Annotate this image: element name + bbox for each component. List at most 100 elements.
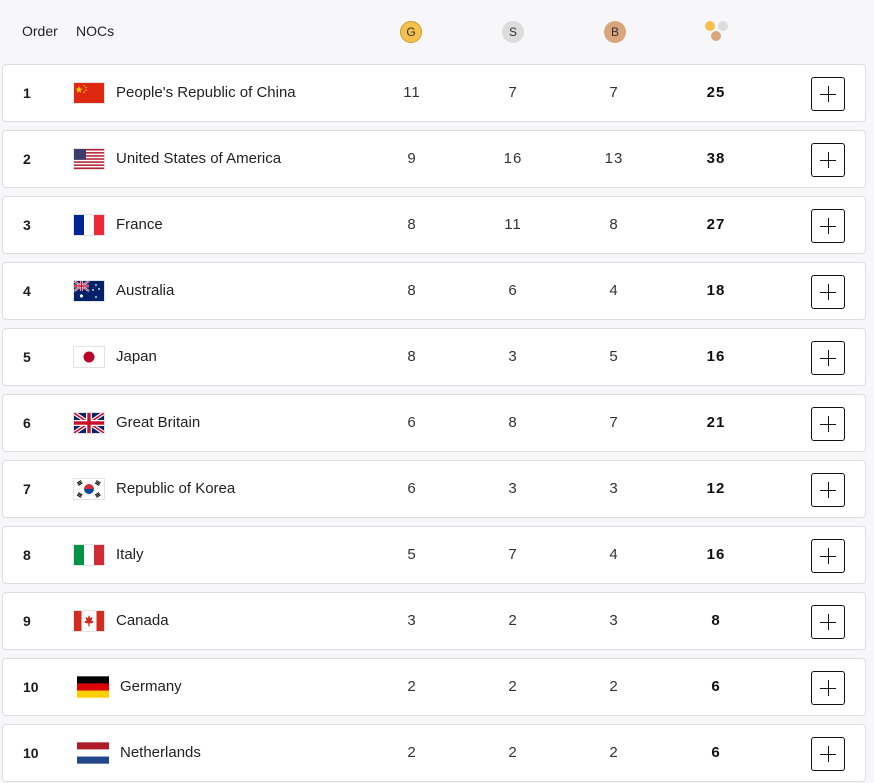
rank: 1 bbox=[23, 85, 31, 101]
france-flag-icon bbox=[73, 214, 105, 236]
table-row[interactable]: 6 Great Britain 6 8 7 21 bbox=[2, 394, 866, 452]
expand-row-button[interactable] bbox=[811, 275, 845, 309]
table-row[interactable]: 7 Republic of Korea 6 3 3 12 bbox=[2, 460, 866, 518]
gold-count: 11 bbox=[403, 84, 421, 101]
expand-row-button[interactable] bbox=[811, 671, 845, 705]
rank: 2 bbox=[23, 151, 31, 167]
total-count: 16 bbox=[706, 546, 726, 563]
country-name[interactable]: People's Republic of China bbox=[116, 84, 296, 101]
bronze-count: 13 bbox=[604, 150, 624, 167]
table-row[interactable]: 1 People's Republic of China 11 7 7 25 bbox=[2, 64, 866, 122]
total-count: 21 bbox=[706, 414, 726, 431]
bronze-count: 3 bbox=[609, 612, 619, 629]
table-row[interactable]: 8 Italy 5 7 4 16 bbox=[2, 526, 866, 584]
silver-count: 16 bbox=[503, 150, 523, 167]
bronze-count: 7 bbox=[609, 84, 619, 101]
nocs-column-header[interactable]: NOCs bbox=[76, 23, 115, 39]
total-count: 16 bbox=[706, 348, 726, 365]
bronze-count: 2 bbox=[609, 744, 619, 761]
silver-count: 2 bbox=[508, 744, 518, 761]
expand-row-button[interactable] bbox=[811, 737, 845, 771]
rank: 10 bbox=[23, 679, 39, 695]
expand-row-button[interactable] bbox=[811, 209, 845, 243]
country-name[interactable]: Great Britain bbox=[116, 414, 201, 431]
country-name[interactable]: Japan bbox=[116, 348, 157, 365]
silver-count: 2 bbox=[508, 612, 518, 629]
rank: 8 bbox=[23, 547, 31, 563]
china-flag-icon bbox=[73, 82, 105, 104]
country-name[interactable]: United States of America bbox=[116, 150, 282, 167]
rank: 3 bbox=[23, 217, 31, 233]
country-name[interactable]: Italy bbox=[116, 546, 144, 563]
table-row[interactable]: 10 Germany 2 2 2 6 bbox=[2, 658, 866, 716]
country-name[interactable]: Australia bbox=[116, 282, 175, 299]
total-count: 18 bbox=[706, 282, 726, 299]
table-row[interactable]: 4 Australia 8 6 4 18 bbox=[2, 262, 866, 320]
rank: 6 bbox=[23, 415, 31, 431]
total-count: 25 bbox=[706, 84, 726, 101]
bronze-count: 5 bbox=[609, 348, 619, 365]
bronze-count: 7 bbox=[609, 414, 619, 431]
expand-row-button[interactable] bbox=[811, 77, 845, 111]
bronze-count: 8 bbox=[609, 216, 619, 233]
bronze-count: 3 bbox=[609, 480, 619, 497]
gold-count: 6 bbox=[407, 480, 417, 497]
gold-count: 6 bbox=[407, 414, 417, 431]
silver-count: 3 bbox=[508, 480, 518, 497]
bronze-count: 2 bbox=[609, 678, 619, 695]
gold-medal-icon[interactable]: G bbox=[400, 21, 422, 43]
gold-count: 2 bbox=[407, 744, 417, 761]
silver-count: 11 bbox=[504, 216, 522, 233]
canada-flag-icon bbox=[73, 610, 105, 632]
table-row[interactable]: 2 United States of America 9 16 13 38 bbox=[2, 130, 866, 188]
korea-flag-icon bbox=[73, 478, 105, 500]
expand-row-button[interactable] bbox=[811, 341, 845, 375]
total-count: 8 bbox=[711, 612, 721, 629]
rank: 7 bbox=[23, 481, 31, 497]
medals-total-icon[interactable] bbox=[704, 20, 730, 44]
gold-count: 5 bbox=[407, 546, 417, 563]
expand-row-button[interactable] bbox=[811, 605, 845, 639]
silver-count: 2 bbox=[508, 678, 518, 695]
silver-medal-icon[interactable]: S bbox=[502, 21, 524, 43]
silver-count: 3 bbox=[508, 348, 518, 365]
silver-count: 8 bbox=[508, 414, 518, 431]
table-row[interactable]: 3 France 8 11 8 27 bbox=[2, 196, 866, 254]
rank: 4 bbox=[23, 283, 31, 299]
australia-flag-icon bbox=[73, 280, 105, 302]
bronze-count: 4 bbox=[609, 546, 619, 563]
usa-flag-icon bbox=[73, 148, 105, 170]
country-name[interactable]: France bbox=[116, 216, 163, 233]
silver-count: 6 bbox=[508, 282, 518, 299]
expand-row-button[interactable] bbox=[811, 407, 845, 441]
rank: 9 bbox=[23, 613, 31, 629]
gold-count: 8 bbox=[407, 216, 417, 233]
total-count: 27 bbox=[706, 216, 726, 233]
gold-count: 9 bbox=[407, 150, 417, 167]
country-name[interactable]: Canada bbox=[116, 612, 169, 629]
gold-count: 8 bbox=[407, 348, 417, 365]
silver-count: 7 bbox=[508, 546, 518, 563]
table-row[interactable]: 10 Netherlands 2 2 2 6 bbox=[2, 724, 866, 782]
expand-row-button[interactable] bbox=[811, 473, 845, 507]
total-count: 38 bbox=[706, 150, 726, 167]
great-britain-flag-icon bbox=[73, 412, 105, 434]
bronze-count: 4 bbox=[609, 282, 619, 299]
rank: 10 bbox=[23, 745, 39, 761]
table-row[interactable]: 5 Japan 8 3 5 16 bbox=[2, 328, 866, 386]
germany-flag-icon bbox=[77, 676, 109, 698]
gold-count: 8 bbox=[407, 282, 417, 299]
order-column-header[interactable]: Order bbox=[22, 23, 58, 39]
rank: 5 bbox=[23, 349, 31, 365]
country-name[interactable]: Republic of Korea bbox=[116, 480, 236, 497]
expand-row-button[interactable] bbox=[811, 539, 845, 573]
expand-row-button[interactable] bbox=[811, 143, 845, 177]
table-row[interactable]: 9 Canada 3 2 3 8 bbox=[2, 592, 866, 650]
netherlands-flag-icon bbox=[77, 742, 109, 764]
country-name[interactable]: Netherlands bbox=[120, 744, 201, 761]
table-header: Order NOCs G S B bbox=[0, 0, 874, 64]
country-name[interactable]: Germany bbox=[120, 678, 182, 695]
gold-count: 2 bbox=[407, 678, 417, 695]
japan-flag-icon bbox=[73, 346, 105, 368]
bronze-medal-icon[interactable]: B bbox=[604, 21, 626, 43]
